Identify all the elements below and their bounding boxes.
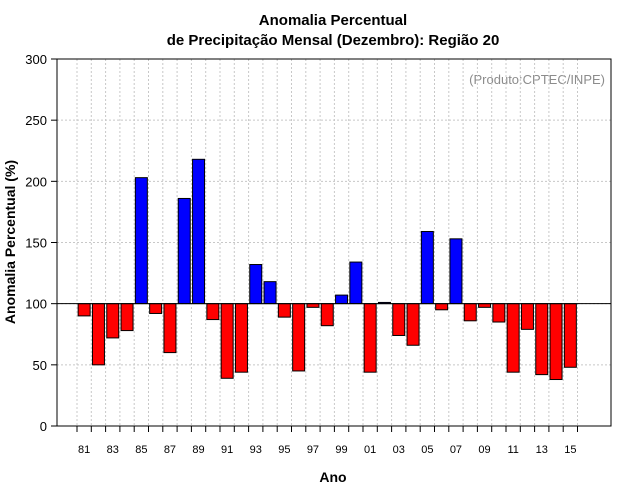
chart-title: Anomalia Percentual: [259, 12, 407, 29]
chart-subtitle: de Precipitação Mensal (Dezembro): Regiã…: [167, 32, 500, 49]
source-annotation: (Produto:CPTEC/INPE): [469, 72, 605, 87]
bar: [134, 177, 148, 305]
x-tick-label: 81: [78, 444, 90, 456]
y-tick-label: 100: [25, 297, 47, 312]
bar: [77, 303, 91, 317]
x-tick-label: 89: [192, 444, 204, 456]
y-tick-label: 150: [25, 236, 47, 251]
y-tick-label: 200: [25, 174, 47, 189]
x-axis-label: Ano: [319, 469, 346, 485]
bar: [520, 303, 534, 330]
bar: [177, 197, 191, 305]
bar: [163, 303, 177, 354]
bar: [392, 303, 406, 336]
y-tick-label: 50: [33, 358, 47, 373]
bar: [535, 303, 549, 376]
bar: [449, 238, 463, 305]
bar: [335, 294, 349, 305]
bar: [306, 303, 320, 308]
y-tick-label: 0: [40, 419, 47, 434]
bar: [478, 303, 492, 308]
bar: [463, 303, 477, 322]
bar: [249, 264, 263, 305]
bar: [549, 303, 563, 381]
bar: [292, 303, 306, 372]
y-axis-label: Anomalia Percentual (%): [2, 160, 18, 324]
bar: [263, 281, 277, 305]
x-tick-label: 09: [478, 444, 490, 456]
x-tick-label: 03: [393, 444, 405, 456]
x-tick-label: 93: [250, 444, 262, 456]
bar: [220, 303, 234, 379]
x-tick-label: 99: [335, 444, 347, 456]
bar: [91, 303, 105, 366]
bar: [149, 303, 163, 314]
bar: [206, 303, 220, 321]
x-tick-label: 85: [135, 444, 147, 456]
bar: [406, 303, 420, 346]
bar: [120, 303, 134, 332]
y-tick-label: 250: [25, 113, 47, 128]
x-tick-label: 01: [364, 444, 376, 456]
bar: [192, 158, 206, 305]
x-tick-label: 11: [507, 444, 518, 456]
x-tick-label: 83: [107, 444, 119, 456]
bar: [349, 261, 363, 305]
x-tick-label: 05: [421, 444, 433, 456]
x-tick-label: 91: [221, 444, 233, 456]
x-tick-label: 15: [564, 444, 576, 456]
plot-frame: [56, 58, 612, 427]
x-tick-label: 97: [307, 444, 319, 456]
bar: [492, 303, 506, 323]
bar: [106, 303, 120, 339]
grid: [57, 59, 611, 426]
x-tick-label: 87: [164, 444, 176, 456]
bar: [563, 303, 577, 368]
bar: [234, 303, 248, 373]
x-tick-label: 13: [536, 444, 548, 456]
bar: [363, 303, 377, 373]
bars: [77, 158, 577, 381]
bar: [277, 303, 291, 318]
bar: [506, 303, 520, 373]
bar: [435, 303, 449, 311]
y-tick-label: 300: [25, 52, 47, 67]
bar: [320, 303, 334, 327]
bar: [420, 230, 434, 305]
x-tick-label: 95: [278, 444, 290, 456]
x-tick-label: 07: [450, 444, 462, 456]
